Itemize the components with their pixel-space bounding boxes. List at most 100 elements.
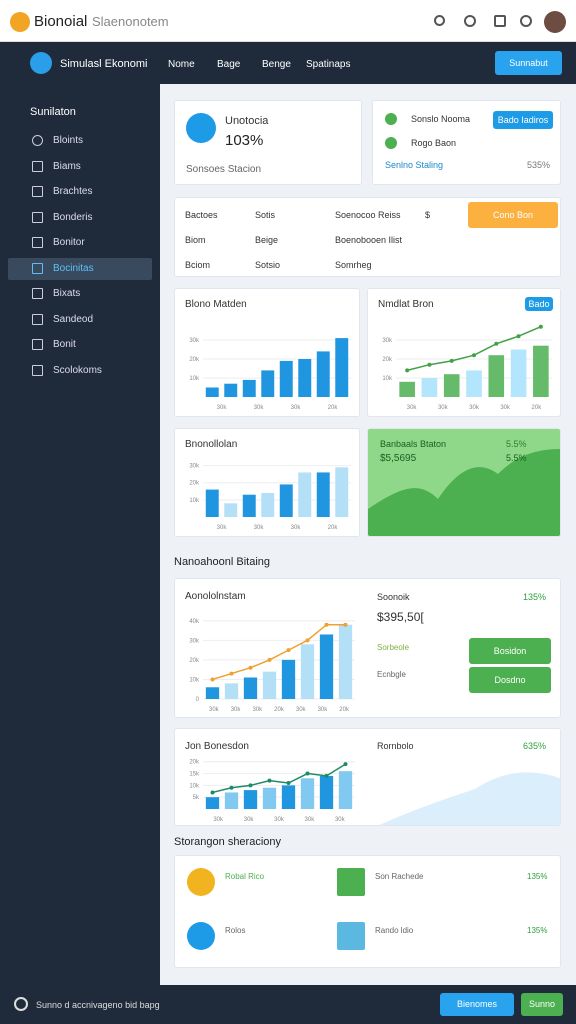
- bar: [300, 644, 315, 699]
- x-tick-label: 30k: [407, 405, 418, 411]
- x-tick-label: 30k: [291, 405, 302, 411]
- settings-icon[interactable]: [520, 15, 532, 27]
- status-dot: [385, 113, 397, 125]
- line-point: [286, 648, 291, 653]
- bar: [205, 687, 220, 699]
- line-point: [229, 785, 234, 790]
- line-point: [516, 334, 521, 339]
- search-box[interactable]: Slaenonotem: [92, 14, 169, 29]
- line-point: [229, 671, 234, 676]
- footer-button[interactable]: Sunno: [521, 993, 563, 1016]
- x-tick-label: 30k: [231, 707, 242, 713]
- chat-icon[interactable]: [464, 15, 476, 27]
- y-tick-label: 30k: [189, 638, 200, 644]
- status-footer: Senlno Staling: [385, 160, 444, 170]
- line-point: [449, 358, 454, 363]
- sidebar-item[interactable]: Biams: [8, 156, 152, 178]
- y-tick-label: 40k: [189, 619, 200, 625]
- line-point: [210, 677, 215, 682]
- logo: [10, 12, 30, 32]
- sidebar: Sunilaton Bloints Biams Brachtes Bonderis Bo…: [0, 84, 160, 985]
- x-tick-label: 30k: [500, 405, 511, 411]
- sidebar-item[interactable]: Brachtes: [8, 181, 152, 203]
- line-point: [210, 790, 215, 795]
- bar: [421, 378, 438, 397]
- green-badge: 5.5%: [506, 439, 527, 449]
- nav-title: Simulasl Ekonomi: [60, 58, 148, 70]
- green-card: Banbaals Btaton $5,5695 5.5% 5.5%: [367, 428, 561, 537]
- x-tick-label: 30k: [318, 707, 329, 713]
- nav-item[interactable]: Spatinaps: [306, 59, 351, 70]
- y-tick-label: 10k: [189, 498, 200, 504]
- items-card: Robal Rico Son Rachede 135% Rolos Rando ldio…: [174, 855, 561, 968]
- bar: [466, 370, 482, 397]
- bar: [335, 467, 349, 517]
- bar: [316, 351, 330, 397]
- status-button[interactable]: Bado Iadiros: [493, 111, 553, 129]
- sidebar-icon: [32, 237, 43, 248]
- sidebar-label: Bonit: [53, 339, 76, 350]
- nav-item[interactable]: Nome: [168, 59, 195, 70]
- search-icon[interactable]: [434, 15, 445, 26]
- sidebar-icon: [32, 186, 43, 197]
- green-value: $5,5695: [380, 453, 417, 464]
- avatar[interactable]: [544, 11, 566, 33]
- status-row: Rogo Baon: [411, 138, 457, 148]
- notify-icon[interactable]: [494, 15, 506, 27]
- nav-item[interactable]: Bage: [217, 59, 241, 70]
- line-point: [324, 622, 329, 627]
- y-tick-label: 10k: [382, 376, 393, 382]
- item-label: Rando ldio: [375, 926, 414, 935]
- sidebar-item[interactable]: Bocinitas: [8, 257, 152, 280]
- chart-title: Blono Matden: [185, 299, 247, 310]
- table-cell: Boenobooen Ilist: [335, 235, 403, 245]
- green-change: 5.5%: [506, 453, 527, 463]
- chart-badge[interactable]: Bado: [525, 297, 553, 311]
- sidebar-icon: [32, 160, 43, 172]
- x-tick-label: 30k: [274, 817, 285, 823]
- section-title: Nanoahoonl Bitaing: [174, 556, 271, 568]
- table-button[interactable]: Cono Bon: [468, 202, 558, 228]
- bar: [443, 374, 460, 397]
- item-icon: [187, 922, 215, 950]
- detail-button[interactable]: Bosidon: [469, 638, 551, 664]
- bar: [316, 472, 330, 517]
- footer: Sunno d accnivageno bid bapg Bienomes Su…: [0, 985, 576, 1024]
- y-tick-label: 10k: [189, 677, 200, 683]
- y-tick-label: 15k: [189, 772, 200, 778]
- detail-label: Soonoik: [377, 592, 410, 602]
- bar: [242, 494, 256, 517]
- sidebar-item[interactable]: Scolokoms: [8, 360, 152, 382]
- x-tick-label: 30k: [305, 817, 316, 823]
- summary-select[interactable]: Sonsoes Stacion: [186, 164, 262, 175]
- chart-title: Bnonollolan: [185, 439, 238, 450]
- sidebar-item[interactable]: Bonit: [8, 334, 152, 356]
- bar: [533, 345, 549, 397]
- x-tick-label: 30k: [254, 525, 265, 531]
- footer-button[interactable]: Bienomes: [440, 993, 514, 1016]
- chart-card: Nmdlat Bron Bado 10k 20k 30k 30k 30k 30k 30k 20…: [367, 288, 561, 417]
- x-tick-label: 30k: [209, 707, 220, 713]
- chart: 10k 20k 30k 30k 30k 30k 20k: [189, 464, 351, 531]
- sidebar-item[interactable]: Sandeod: [8, 309, 152, 331]
- detail-button[interactable]: Dosdno: [469, 667, 551, 693]
- table-cell: Bactoes: [185, 210, 218, 220]
- bar: [319, 634, 334, 699]
- sidebar-label: Bonitor: [53, 237, 85, 248]
- sidebar-item[interactable]: Bonderis: [8, 207, 152, 229]
- sidebar-item[interactable]: Bloints: [8, 130, 152, 152]
- chart-card: Bnonollolan 10k 20k 30k 30k 30k 30k 20k: [174, 428, 360, 537]
- status-footer-value: 535%: [527, 160, 551, 170]
- nav-item[interactable]: Benge: [262, 59, 291, 70]
- nav-button[interactable]: Sunnabut: [495, 51, 562, 75]
- status-dot: [385, 137, 397, 149]
- bar: [488, 355, 505, 397]
- chart-title: Jon Bonesdon: [185, 741, 249, 752]
- sidebar-item[interactable]: Bixats: [8, 283, 152, 305]
- sidebar-label: Bloints: [53, 135, 84, 146]
- sidebar-icon: [32, 211, 43, 223]
- line-point: [494, 341, 499, 346]
- green-title: Banbaals Btaton: [380, 439, 447, 449]
- sidebar-item[interactable]: Bonitor: [8, 232, 152, 254]
